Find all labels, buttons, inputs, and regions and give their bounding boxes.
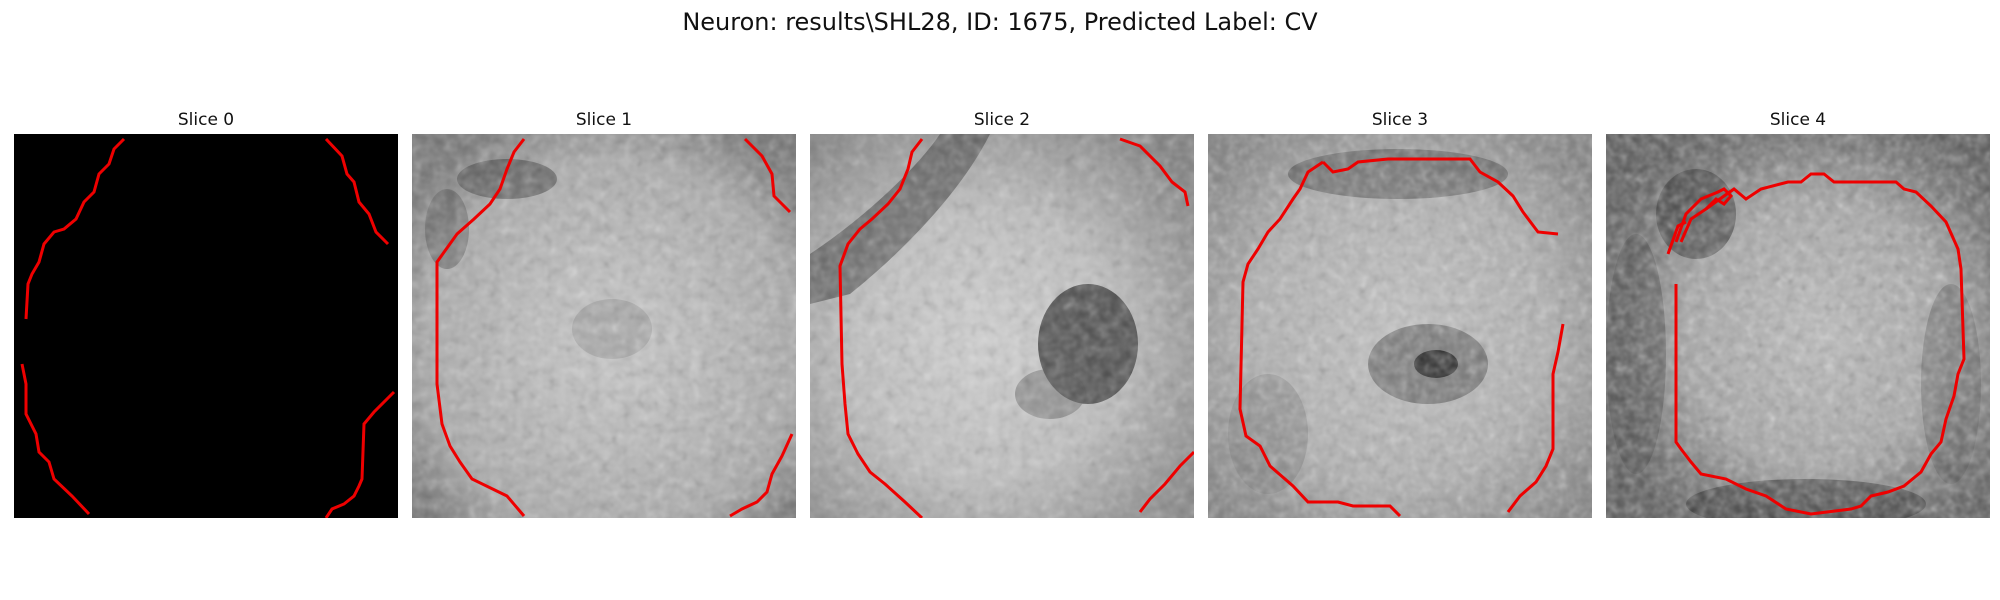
contour-line (1238, 160, 1402, 518)
contour-line (743, 137, 792, 214)
contour-line (324, 390, 396, 518)
contour-line (1674, 172, 1966, 516)
contour-line (1506, 323, 1565, 513)
contour-line (838, 138, 924, 518)
contour-line (1674, 187, 1734, 243)
slice-1-image (412, 134, 796, 518)
mask-background (14, 134, 398, 518)
panel-title: Slice 3 (1371, 110, 1429, 130)
contour-line (729, 433, 794, 518)
contour-line (1138, 450, 1194, 513)
slice-3-image (1208, 134, 1592, 518)
figure-title: Neuron: results\SHL28, ID: 1675, Predict… (682, 8, 1318, 36)
slice-2-image (810, 134, 1194, 518)
contour-line (1666, 220, 1687, 255)
contour-line (324, 137, 390, 246)
panel-title: Slice 1 (575, 110, 633, 130)
contour-line (24, 137, 126, 320)
slice-0-image (14, 134, 398, 518)
slice-4-image (1606, 134, 1990, 518)
contour-line (20, 363, 91, 516)
contour-line (1119, 137, 1190, 207)
panel-title: Slice 0 (177, 110, 235, 130)
panel-title: Slice 4 (1769, 110, 1827, 130)
panel-title: Slice 2 (973, 110, 1031, 130)
contour-line (435, 138, 526, 517)
contour-line (1321, 157, 1559, 236)
